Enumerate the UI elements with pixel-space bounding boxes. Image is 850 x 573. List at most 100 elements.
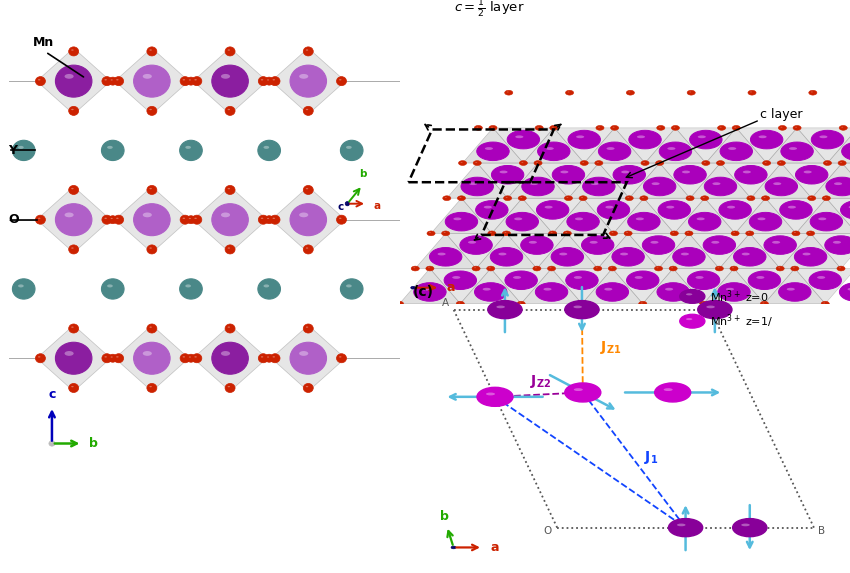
Ellipse shape — [794, 232, 796, 233]
Polygon shape — [612, 269, 673, 304]
Ellipse shape — [742, 253, 750, 256]
Ellipse shape — [764, 236, 796, 254]
Polygon shape — [676, 128, 736, 163]
Polygon shape — [271, 48, 345, 114]
Ellipse shape — [228, 248, 230, 249]
Ellipse shape — [150, 109, 152, 110]
Text: b: b — [359, 169, 366, 179]
Ellipse shape — [780, 127, 782, 128]
Ellipse shape — [179, 279, 202, 299]
Ellipse shape — [654, 383, 691, 402]
Ellipse shape — [591, 182, 599, 185]
Ellipse shape — [688, 197, 690, 198]
Ellipse shape — [105, 79, 107, 80]
Ellipse shape — [486, 393, 495, 395]
Ellipse shape — [522, 177, 554, 196]
Ellipse shape — [717, 125, 726, 130]
Polygon shape — [445, 233, 507, 269]
Polygon shape — [736, 128, 797, 163]
Ellipse shape — [306, 49, 309, 51]
Polygon shape — [674, 198, 735, 233]
Ellipse shape — [826, 177, 850, 196]
Polygon shape — [554, 128, 615, 163]
Polygon shape — [271, 325, 345, 391]
Polygon shape — [766, 198, 826, 233]
Ellipse shape — [779, 201, 812, 219]
Ellipse shape — [757, 218, 766, 220]
Ellipse shape — [655, 160, 664, 166]
Ellipse shape — [107, 146, 113, 149]
Ellipse shape — [147, 107, 157, 115]
Ellipse shape — [192, 77, 201, 86]
Ellipse shape — [660, 142, 692, 160]
Ellipse shape — [686, 318, 692, 320]
Ellipse shape — [761, 301, 768, 306]
Ellipse shape — [595, 160, 603, 166]
Ellipse shape — [627, 197, 629, 198]
Ellipse shape — [560, 171, 569, 174]
Ellipse shape — [55, 65, 92, 97]
Ellipse shape — [265, 215, 274, 223]
Ellipse shape — [133, 203, 170, 236]
Ellipse shape — [636, 218, 644, 220]
Ellipse shape — [703, 197, 705, 198]
Ellipse shape — [521, 162, 524, 163]
Ellipse shape — [819, 218, 826, 220]
Ellipse shape — [185, 284, 191, 288]
Ellipse shape — [834, 182, 842, 185]
Ellipse shape — [107, 284, 113, 288]
Ellipse shape — [666, 206, 674, 209]
Ellipse shape — [652, 182, 660, 185]
Ellipse shape — [840, 162, 842, 163]
Ellipse shape — [180, 77, 190, 86]
Ellipse shape — [789, 147, 797, 150]
Ellipse shape — [505, 91, 513, 95]
Polygon shape — [115, 325, 189, 391]
Ellipse shape — [824, 160, 831, 166]
Ellipse shape — [185, 146, 191, 149]
Ellipse shape — [578, 301, 586, 306]
Ellipse shape — [38, 356, 41, 358]
Ellipse shape — [748, 271, 780, 289]
Ellipse shape — [720, 127, 722, 128]
Ellipse shape — [502, 231, 511, 236]
Polygon shape — [476, 233, 537, 269]
Ellipse shape — [750, 213, 782, 231]
Ellipse shape — [476, 127, 479, 128]
Ellipse shape — [733, 232, 735, 233]
Polygon shape — [781, 163, 842, 198]
Ellipse shape — [461, 177, 494, 196]
Ellipse shape — [552, 127, 554, 128]
Ellipse shape — [195, 356, 197, 358]
Ellipse shape — [712, 182, 721, 185]
Polygon shape — [431, 198, 492, 233]
Ellipse shape — [681, 253, 689, 256]
Text: $\mathbf{J_1}$: $\mathbf{J_1}$ — [643, 449, 658, 466]
Ellipse shape — [772, 241, 780, 244]
Ellipse shape — [809, 271, 842, 289]
Ellipse shape — [195, 79, 197, 80]
Ellipse shape — [143, 213, 152, 217]
Ellipse shape — [496, 305, 505, 308]
Ellipse shape — [779, 125, 786, 130]
Ellipse shape — [183, 79, 185, 80]
Ellipse shape — [664, 388, 672, 391]
Ellipse shape — [517, 301, 525, 306]
Ellipse shape — [533, 266, 541, 271]
Ellipse shape — [133, 65, 170, 97]
Ellipse shape — [642, 197, 644, 198]
Ellipse shape — [13, 140, 35, 160]
Ellipse shape — [719, 201, 751, 219]
Ellipse shape — [474, 282, 507, 301]
Ellipse shape — [837, 266, 845, 271]
Ellipse shape — [751, 130, 783, 149]
Ellipse shape — [795, 248, 827, 266]
Ellipse shape — [261, 79, 264, 80]
Ellipse shape — [38, 79, 41, 80]
Polygon shape — [599, 163, 660, 198]
Text: (c): (c) — [413, 285, 434, 300]
Ellipse shape — [487, 266, 495, 271]
Ellipse shape — [116, 79, 119, 80]
Ellipse shape — [810, 197, 812, 198]
Ellipse shape — [776, 266, 785, 271]
